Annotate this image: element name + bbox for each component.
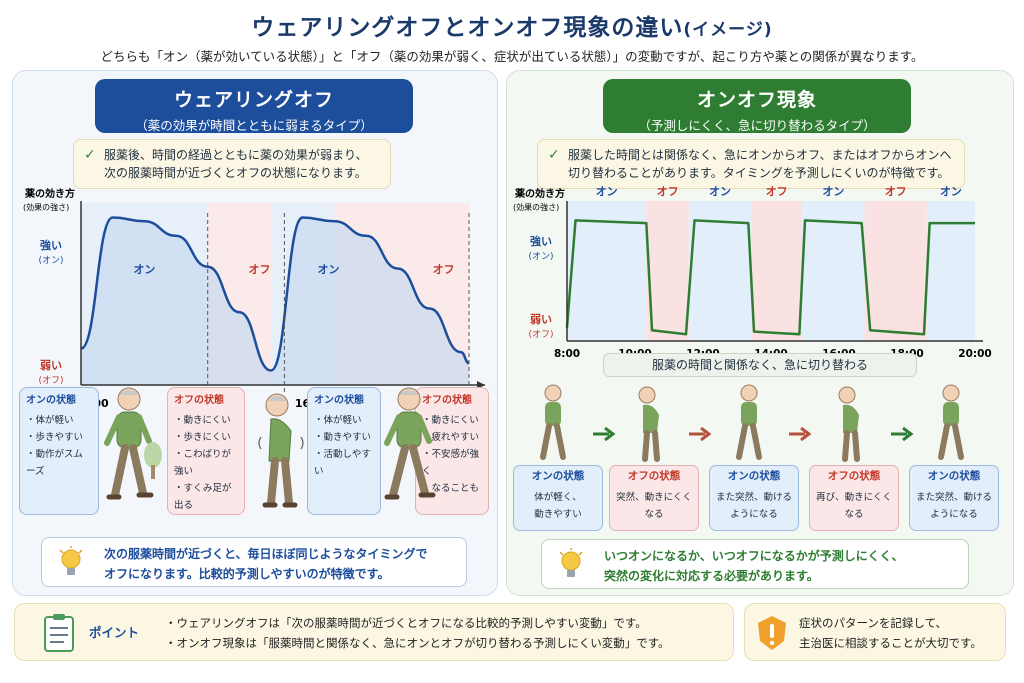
wearing-off-chart: 薬の効き方(効果の強さ)強い(オン)弱い(オフ)オンオフオンオフ8:0012:0… xyxy=(23,187,485,410)
on-off-tip: いつオンになるか、いつオフになるかが予測しにくく、 突然の変化に対応する必要があ… xyxy=(541,539,969,589)
off-state-box-1: オフの状態 ・動きにくい ・歩きにくい ・こわばりが強い ・すくみ足が出る xyxy=(167,387,245,515)
arrow-right-icon xyxy=(689,427,712,441)
phase-label: オン xyxy=(822,185,844,198)
x-tick-label: 8:00 xyxy=(554,348,580,359)
on-area-bg xyxy=(926,201,975,341)
stooped-person-figure-1 xyxy=(258,393,304,508)
walking-person-figure-5 xyxy=(938,384,964,460)
y-axis-subtitle: (効果の強さ) xyxy=(513,202,559,212)
phase-label: オフ xyxy=(657,185,679,198)
rstate-on-1: オンの状態 体が軽く、 動きやすい xyxy=(513,465,603,531)
y-axis-title: 薬の効き方 xyxy=(514,187,565,200)
arrow-right-icon xyxy=(593,427,616,441)
point-box: ポイント ・ウェアリングオフは「次の服薬時間が近づくとオフになる比較的予測しやす… xyxy=(14,603,734,661)
wearing-off-banner: ウェアリングオフ （薬の効果が時間とともに弱まるタイプ） xyxy=(95,79,413,133)
walking-person-figure-3 xyxy=(540,384,566,460)
y-axis-subtitle: (効果の強さ) xyxy=(23,202,69,212)
phase-label: オフ xyxy=(766,185,788,198)
advice-text: 症状のパターンを記録して、 主治医に相談することが大切です。 xyxy=(799,616,982,650)
wearing-off-subtitle: （薬の効果が時間とともに弱まるタイプ） xyxy=(135,118,373,133)
on-off-banner: オンオフ現象 （予測しにくく、急に切り替わるタイプ） xyxy=(603,79,911,133)
off-area-bg xyxy=(864,201,927,341)
y-weak-sub: (オフ) xyxy=(38,375,63,386)
y-strong-sub: (オン) xyxy=(528,251,553,262)
y-weak-label: 弱い xyxy=(40,359,62,372)
off-area-bg xyxy=(751,201,803,341)
effect-line xyxy=(80,216,470,372)
rstate-on-3: オンの状態 また突然、動ける ようになる xyxy=(909,465,999,531)
on-state-box-2: オンの状態 ・体が軽い ・動きやすい ・活動しやすい xyxy=(307,387,381,515)
page-subtitle: どちらも「オン（薬が効いている状態）」と「オフ（薬の効果が弱く、症状が出ている状… xyxy=(100,49,924,64)
check-icon: ✓ xyxy=(548,147,560,163)
warning-icon xyxy=(758,616,786,650)
on-off-panel: オンオフ現象 （予測しにくく、急に切り替わるタイプ） ✓ 服薬した時間とは関係な… xyxy=(506,70,1014,596)
check-icon: ✓ xyxy=(84,147,96,163)
effect-line xyxy=(565,219,975,336)
walking-person-figure-2 xyxy=(384,387,436,500)
y-strong-sub: (オン) xyxy=(38,255,63,266)
point-lines: ・ウェアリングオフは「次の服薬時間が近づくとオフになる比較的予測しやすい変動」で… xyxy=(165,616,670,650)
phase-label: オン xyxy=(709,185,731,198)
wearing-off-panel: ウェアリングオフ （薬の効果が時間とともに弱まるタイプ） ✓ 服薬後、時間の経過… xyxy=(12,70,498,596)
walking-person-figure-1 xyxy=(104,387,154,500)
y-strong-label: 強い xyxy=(530,234,552,248)
rstate-off-1: オフの状態 突然、動きにくく なる xyxy=(609,465,699,531)
phase-label: オフ xyxy=(433,263,455,276)
walking-person-figure-4 xyxy=(736,384,762,460)
y-strong-label: 強い xyxy=(40,238,62,252)
on-off-chart: 薬の効き方 (効果の強さ) 強い (オン) 弱い (オフ) オン オフ オン オフ オン オフ オン 8:… xyxy=(513,185,992,359)
on-off-title: オンオフ現象 xyxy=(696,89,817,111)
stooped-person-figure-2 xyxy=(638,386,660,462)
phase-label: オン xyxy=(596,185,618,198)
page-title: ウェアリングオフとオンオフ現象の違い(イメージ) xyxy=(251,15,773,41)
phase-label: オン xyxy=(318,263,340,276)
on-area-bg xyxy=(802,201,865,341)
y-axis-title: 薬の効き方 xyxy=(24,187,75,200)
phase-label: オン xyxy=(940,185,962,198)
tree-icon xyxy=(144,442,162,479)
wearing-off-tip: 次の服薬時間が近づくと、毎日ほぼ同じようなタイミングで オフになります。比較的予… xyxy=(41,537,467,587)
y-weak-label: 弱い xyxy=(530,313,552,326)
phase-label: オフ xyxy=(885,185,907,198)
effect-area xyxy=(81,217,469,385)
lightbulb-icon xyxy=(559,548,583,577)
stooped-person-figure-3 xyxy=(838,386,860,462)
on-area-bg xyxy=(688,201,752,341)
arrow-right-icon xyxy=(789,427,812,441)
wearing-off-note: ✓ 服薬後、時間の経過とともに薬の効果が弱まり、 次の服薬時間が近づくとオフの状… xyxy=(73,139,391,189)
rstate-off-2: オフの状態 再び、動きにくく なる xyxy=(809,465,899,531)
phase-label: オフ xyxy=(248,263,270,276)
on-area-bg xyxy=(567,201,647,341)
x-tick-label: 20:00 xyxy=(958,348,991,359)
off-area-bg xyxy=(646,201,689,341)
on-off-subtitle: （予測しにくく、急に切り替わるタイプ） xyxy=(638,118,876,133)
on-off-note: ✓ 服薬した時間とは関係なく、急にオンからオフ、またはオフからオンへ 切り替わる… xyxy=(537,139,965,189)
point-label: ポイント xyxy=(89,625,140,640)
rstate-on-2: オンの状態 また突然、動ける ようになる xyxy=(709,465,799,531)
checklist-icon xyxy=(44,614,74,652)
sudden-switch-label: 服薬の時間と関係なく、急に切り替わる xyxy=(603,353,917,377)
wearing-off-title: ウェアリングオフ xyxy=(173,89,334,111)
advice-box: 症状のパターンを記録して、 主治医に相談することが大切です。 xyxy=(744,603,1006,661)
y-weak-sub: (オフ) xyxy=(528,329,553,340)
phase-label: オン xyxy=(133,263,155,276)
lightbulb-icon xyxy=(59,546,83,575)
on-state-box-1: オンの状態 ・体が軽い ・歩きやすい ・動作がスムーズ xyxy=(19,387,99,515)
arrow-right-icon xyxy=(891,427,914,441)
